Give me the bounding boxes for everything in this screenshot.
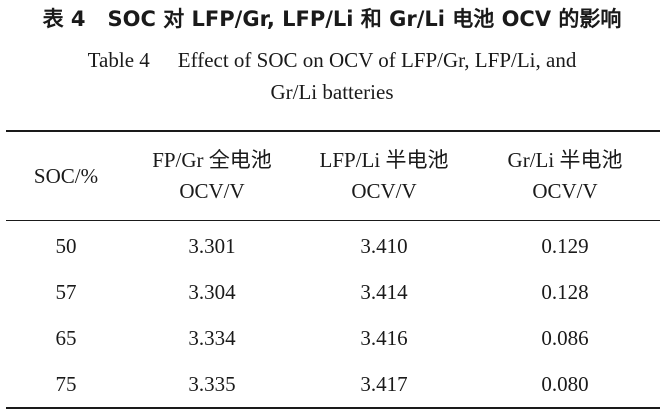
table-row: 50 3.301 3.410 0.129 bbox=[6, 223, 660, 269]
cell-soc: 65 bbox=[55, 325, 77, 350]
header-full-cell-unit: OCV/V bbox=[179, 179, 245, 203]
cell-soc: 50 bbox=[55, 233, 77, 258]
cell-full-ocv: 3.304 bbox=[188, 279, 236, 304]
caption-cn-title: SOC 对 LFP/Gr, LFP/Li 和 Gr/Li 电池 OCV 的影响 bbox=[107, 7, 622, 31]
caption-en-title-line1: Effect of SOC on OCV of LFP/Gr, LFP/Li, … bbox=[177, 48, 577, 72]
caption-cn-tag: 表 4 bbox=[42, 7, 86, 31]
header-soc: SOC/% bbox=[6, 161, 126, 192]
table-header-rule bbox=[6, 220, 660, 222]
cell-lfp-ocv: 3.416 bbox=[360, 325, 408, 350]
header-gr-half-cell: Gr/Li 半电池 OCV/V bbox=[470, 145, 660, 207]
cell-lfp-ocv: 3.417 bbox=[360, 371, 408, 396]
cell-gr-ocv: 0.080 bbox=[541, 371, 589, 396]
table-caption-english: Table 4 Effect of SOC on OCV of LFP/Gr, L… bbox=[0, 44, 664, 108]
cell-full-ocv: 3.334 bbox=[188, 325, 236, 350]
table-row: 75 3.335 3.417 0.080 bbox=[6, 361, 660, 407]
cell-gr-ocv: 0.129 bbox=[541, 233, 589, 258]
caption-en-line-1: Table 4 Effect of SOC on OCV of LFP/Gr, L… bbox=[0, 44, 664, 76]
header-soc-label: SOC/% bbox=[33, 163, 99, 188]
cell-gr-ocv: 0.128 bbox=[541, 279, 589, 304]
table-row: 65 3.334 3.416 0.086 bbox=[6, 315, 660, 361]
header-gr-half-cell-unit: OCV/V bbox=[532, 179, 598, 203]
cell-soc: 57 bbox=[55, 279, 77, 304]
table-top-rule bbox=[6, 130, 660, 132]
header-lfp-half-cell-label: LFP/Li 半电池 bbox=[319, 148, 449, 172]
cell-lfp-ocv: 3.410 bbox=[360, 233, 408, 258]
header-lfp-half-cell-unit: OCV/V bbox=[351, 179, 417, 203]
cell-lfp-ocv: 3.414 bbox=[360, 279, 408, 304]
cell-soc: 75 bbox=[55, 371, 77, 396]
cell-gr-ocv: 0.086 bbox=[541, 325, 589, 350]
header-full-cell-label: FP/Gr 全电池 bbox=[152, 148, 272, 172]
table-row: 57 3.304 3.414 0.128 bbox=[6, 269, 660, 315]
cell-full-ocv: 3.301 bbox=[188, 233, 236, 258]
table-header-row: SOC/% FP/Gr 全电池 OCV/V LFP/Li 半电池 OCV/V G… bbox=[6, 132, 660, 220]
caption-en-title-line2: Gr/Li batteries bbox=[270, 80, 394, 104]
data-table: SOC/% FP/Gr 全电池 OCV/V LFP/Li 半电池 OCV/V G… bbox=[6, 130, 660, 409]
cell-full-ocv: 3.335 bbox=[188, 371, 236, 396]
header-gr-half-cell-label: Gr/Li 半电池 bbox=[507, 148, 623, 172]
table-caption-chinese: 表 4 SOC 对 LFP/Gr, LFP/Li 和 Gr/Li 电池 OCV 的… bbox=[0, 4, 664, 34]
header-full-cell: FP/Gr 全电池 OCV/V bbox=[126, 145, 298, 207]
header-lfp-half-cell: LFP/Li 半电池 OCV/V bbox=[298, 145, 470, 207]
caption-en-tag: Table 4 bbox=[87, 48, 150, 72]
